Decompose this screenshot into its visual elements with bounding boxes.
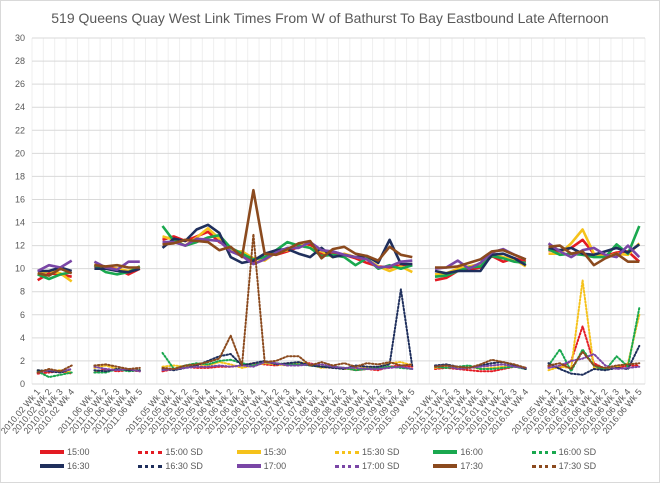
legend-swatch [531,450,556,454]
legend-item: 16:30 [40,461,138,471]
series-line-16-30-sd [36,288,641,376]
legend-item: 16:00 SD [531,447,630,457]
y-tick-label: 10 [15,264,25,274]
legend-item: 15:00 [40,447,138,457]
legend-swatch [433,464,458,468]
y-tick-label: 8 [20,287,25,297]
legend-label: 17:30 [460,461,483,471]
y-tick-label: 4 [20,333,25,343]
legend-label: 16:30 SD [165,461,203,471]
legend-label: 16:00 [460,447,483,457]
legend-label: 17:00 SD [362,461,400,471]
y-tick-label: 14 [15,218,25,228]
y-tick-label: 0 [20,379,25,389]
legend-swatch [335,450,359,454]
legend-swatch [138,450,163,454]
legend-swatch [335,464,359,468]
legend-label: 15:00 [67,447,90,457]
legend-swatch [236,464,261,468]
y-tick-label: 12 [15,241,25,251]
legend-label: 15:00 SD [165,447,203,457]
y-tick-label: 16 [15,194,25,204]
legend-label: 15:30 [263,447,287,457]
legend-label: 15:30 SD [362,447,400,457]
legend-item: 15:00 SD [138,447,236,457]
y-tick-label: 22 [15,125,25,135]
legend: 15:00 15:00 SD 15:30 15:30 SD 16:00 16:00 SD 1… [40,447,630,471]
y-tick-label: 2 [20,356,25,366]
legend-label: 16:30 [67,461,90,471]
legend-item: 17:00 SD [335,461,433,471]
legend-item: 16:00 [433,447,531,457]
legend-item: 17:30 SD [531,461,630,471]
legend-swatch [138,464,163,468]
legend-swatch [236,450,261,454]
legend-label: 16:00 SD [558,447,597,457]
legend-item: 15:30 [236,447,335,457]
legend-item: 17:00 [236,461,335,471]
legend-swatch [433,450,458,454]
y-tick-label: 18 [15,171,25,181]
legend-swatch [40,464,64,468]
series-line-17-30 [37,188,640,277]
legend-item: 16:30 SD [138,461,236,471]
y-tick-label: 28 [15,56,25,66]
legend-item: 15:30 SD [335,447,433,457]
y-tick-label: 24 [15,102,25,112]
legend-swatch [531,464,556,468]
series-line-16-00 [37,225,641,281]
y-tick-label: 20 [15,148,25,158]
legend-swatch [40,450,64,454]
y-tick-label: 30 [15,33,25,43]
legend-label: 17:00 [263,461,287,471]
y-tick-label: 6 [20,310,25,320]
chart-title: 519 Queens Quay West Link Times From W o… [51,10,609,26]
legend-label: 17:30 SD [558,461,597,471]
series-line-17-30-sd [36,233,641,374]
legend-item: 17:30 [433,461,531,471]
y-tick-label: 26 [15,79,25,89]
